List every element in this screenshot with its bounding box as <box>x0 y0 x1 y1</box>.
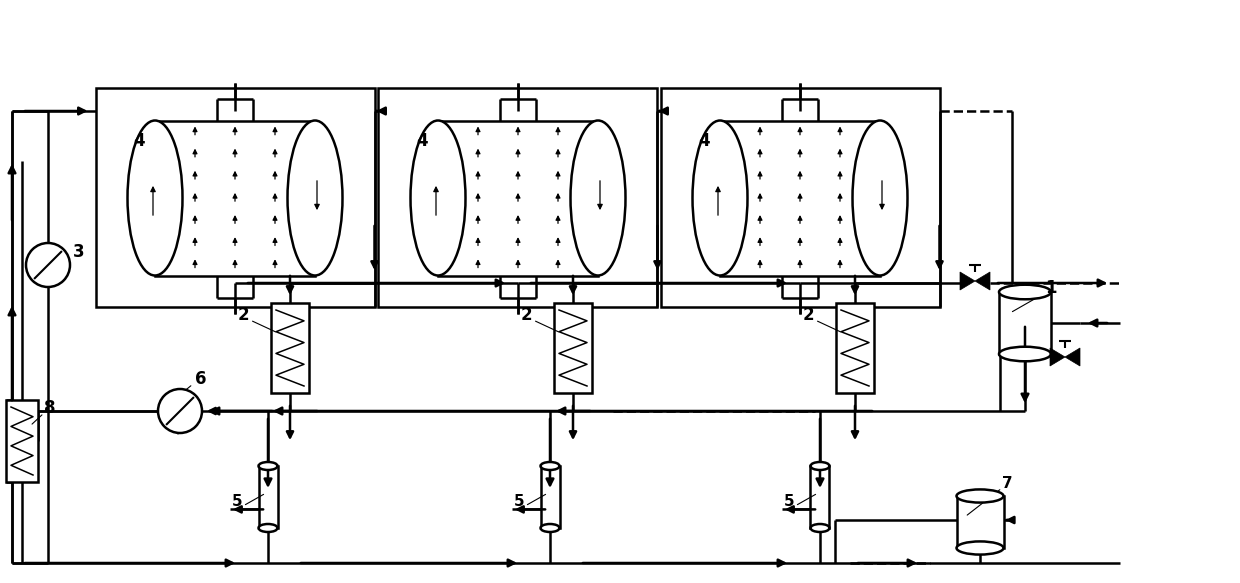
Bar <box>999 292 1052 354</box>
Text: 4: 4 <box>698 132 709 150</box>
Ellipse shape <box>541 524 559 532</box>
Ellipse shape <box>853 121 908 276</box>
Ellipse shape <box>956 542 1003 554</box>
Text: 2: 2 <box>804 306 815 324</box>
Text: 2: 2 <box>521 306 533 324</box>
Bar <box>836 303 874 393</box>
Bar <box>956 496 1003 548</box>
Bar <box>155 121 315 276</box>
Bar <box>811 466 830 528</box>
Bar <box>272 303 309 393</box>
Bar <box>6 400 38 482</box>
Ellipse shape <box>999 285 1052 299</box>
Text: 5: 5 <box>784 494 795 509</box>
Text: 1: 1 <box>1045 279 1056 297</box>
Polygon shape <box>960 272 975 290</box>
Ellipse shape <box>570 121 625 276</box>
Ellipse shape <box>999 347 1052 361</box>
Text: 4: 4 <box>133 132 145 150</box>
Text: 5: 5 <box>232 494 243 509</box>
Polygon shape <box>1065 348 1080 366</box>
Circle shape <box>26 243 69 287</box>
Bar <box>378 89 657 307</box>
Text: 7: 7 <box>1002 476 1013 491</box>
Ellipse shape <box>128 121 182 276</box>
Ellipse shape <box>410 121 465 276</box>
Ellipse shape <box>258 524 278 532</box>
Text: 5: 5 <box>515 494 525 509</box>
Bar <box>661 89 940 307</box>
Text: 6: 6 <box>195 370 207 388</box>
Text: 2: 2 <box>238 306 249 324</box>
Polygon shape <box>1050 348 1065 366</box>
Ellipse shape <box>811 524 830 532</box>
Ellipse shape <box>258 462 278 470</box>
Ellipse shape <box>692 121 748 276</box>
Ellipse shape <box>288 121 342 276</box>
Bar <box>554 303 591 393</box>
Ellipse shape <box>541 462 559 470</box>
Ellipse shape <box>956 489 1003 503</box>
Bar <box>720 121 880 276</box>
Ellipse shape <box>811 462 830 470</box>
Text: 8: 8 <box>43 399 56 417</box>
Bar <box>258 466 278 528</box>
Polygon shape <box>975 272 990 290</box>
Bar <box>438 121 598 276</box>
Text: 3: 3 <box>73 243 84 261</box>
Bar <box>541 466 559 528</box>
Text: 4: 4 <box>415 132 428 150</box>
Circle shape <box>157 389 202 433</box>
Bar <box>95 89 374 307</box>
